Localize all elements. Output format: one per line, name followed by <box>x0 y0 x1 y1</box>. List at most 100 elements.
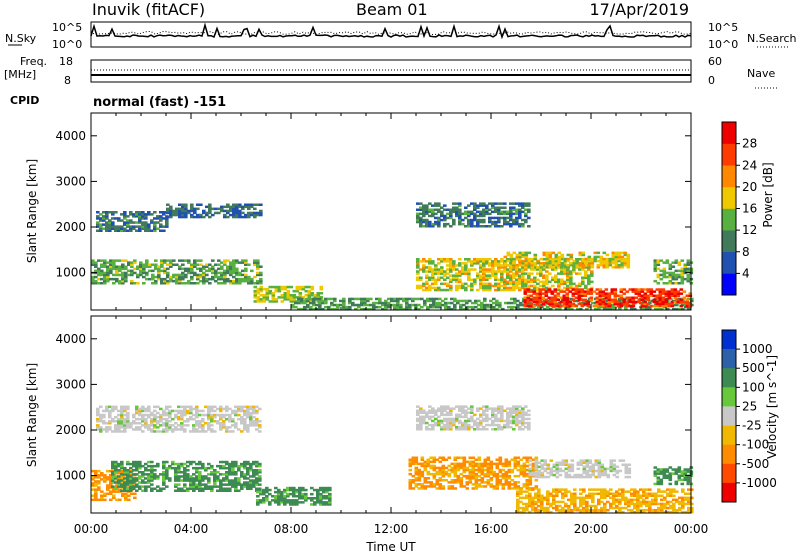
range-cell <box>537 492 541 495</box>
range-cell <box>525 460 530 464</box>
range-cell <box>195 469 199 472</box>
range-cell <box>444 470 449 474</box>
range-cell <box>676 292 681 295</box>
range-cell <box>646 302 651 306</box>
range-cell <box>195 405 199 409</box>
range-cell <box>114 475 118 478</box>
range-cell <box>450 485 455 488</box>
range-cell <box>556 304 561 308</box>
range-cell <box>252 409 256 413</box>
range-cell <box>461 222 465 226</box>
range-cell <box>443 225 447 228</box>
range-cell <box>545 276 549 279</box>
range-cell <box>255 481 259 484</box>
range-cell <box>494 210 498 214</box>
range-cell <box>100 496 104 500</box>
range-cell <box>477 307 481 311</box>
range-cell <box>578 263 583 267</box>
range-cell <box>231 466 235 470</box>
range-cell <box>165 225 169 228</box>
range-cell <box>416 270 420 273</box>
range-cell <box>422 266 426 269</box>
range-cell <box>479 210 483 214</box>
range-cell <box>518 270 522 273</box>
range-cell <box>546 508 550 512</box>
range-cell <box>504 460 509 464</box>
range-cell <box>201 487 205 490</box>
range-cell <box>434 202 438 205</box>
range-cell <box>243 405 247 409</box>
range-cell <box>416 413 420 417</box>
range-cell <box>486 462 491 466</box>
range-cell <box>543 498 547 502</box>
range-cell <box>372 303 376 307</box>
range-cell <box>683 277 688 281</box>
range-cell <box>232 275 236 279</box>
range-cell <box>243 409 247 413</box>
range-cell <box>328 486 332 490</box>
range-cell <box>622 300 627 304</box>
range-cell <box>238 211 242 215</box>
range-cell <box>207 462 211 466</box>
range-cell <box>612 305 616 309</box>
range-cell <box>586 288 591 291</box>
range-cell <box>195 428 199 431</box>
range-cell <box>366 297 370 301</box>
range-cell <box>133 496 137 500</box>
range-cell <box>196 273 200 277</box>
range-cell <box>449 411 453 414</box>
range-cell <box>141 479 145 482</box>
range-cell <box>153 405 157 409</box>
range-cell <box>100 282 104 285</box>
range-cell <box>450 479 455 482</box>
range-cell <box>390 297 394 301</box>
range-cell <box>193 265 197 268</box>
range-cell <box>262 298 267 301</box>
range-cell <box>533 253 538 257</box>
range-cell <box>165 426 169 429</box>
range-cell <box>585 494 589 497</box>
range-cell <box>512 288 516 292</box>
range-cell <box>123 481 127 484</box>
range-cell <box>147 475 151 478</box>
range-cell <box>121 282 125 285</box>
range-cell <box>387 303 391 307</box>
range-cell <box>446 421 450 425</box>
range-cell <box>658 298 663 302</box>
range-cell <box>558 490 562 493</box>
range-cell <box>482 409 486 412</box>
range-cell <box>366 307 370 311</box>
range-cell <box>162 479 166 482</box>
range-cell <box>441 474 446 478</box>
range-cell <box>141 430 145 433</box>
range-cell <box>316 490 320 494</box>
range-cell <box>202 211 206 215</box>
range-cell <box>117 462 121 466</box>
range-cell <box>546 500 550 504</box>
range-cell <box>485 282 489 286</box>
range-cell <box>180 471 184 474</box>
range-cell <box>117 485 121 488</box>
range-cell <box>105 221 109 224</box>
range-cell <box>396 305 400 309</box>
range-cell <box>416 286 420 290</box>
range-cell <box>465 481 470 484</box>
range-cell <box>461 415 465 419</box>
range-cell <box>528 510 532 514</box>
range-cell <box>527 276 531 279</box>
range-cell <box>168 411 172 415</box>
range-cell <box>306 299 310 303</box>
range-cell <box>250 282 254 285</box>
range-cell <box>479 413 483 417</box>
range-cell <box>443 282 447 286</box>
range-cell <box>608 263 613 267</box>
range-cell <box>225 417 229 421</box>
range-cell <box>494 284 498 288</box>
range-cell <box>483 474 488 478</box>
range-cell <box>109 263 113 266</box>
range-cell <box>575 263 580 267</box>
range-cell <box>515 208 519 211</box>
range-cell <box>468 305 472 309</box>
range-cell <box>594 307 598 311</box>
range-cell <box>112 273 116 277</box>
